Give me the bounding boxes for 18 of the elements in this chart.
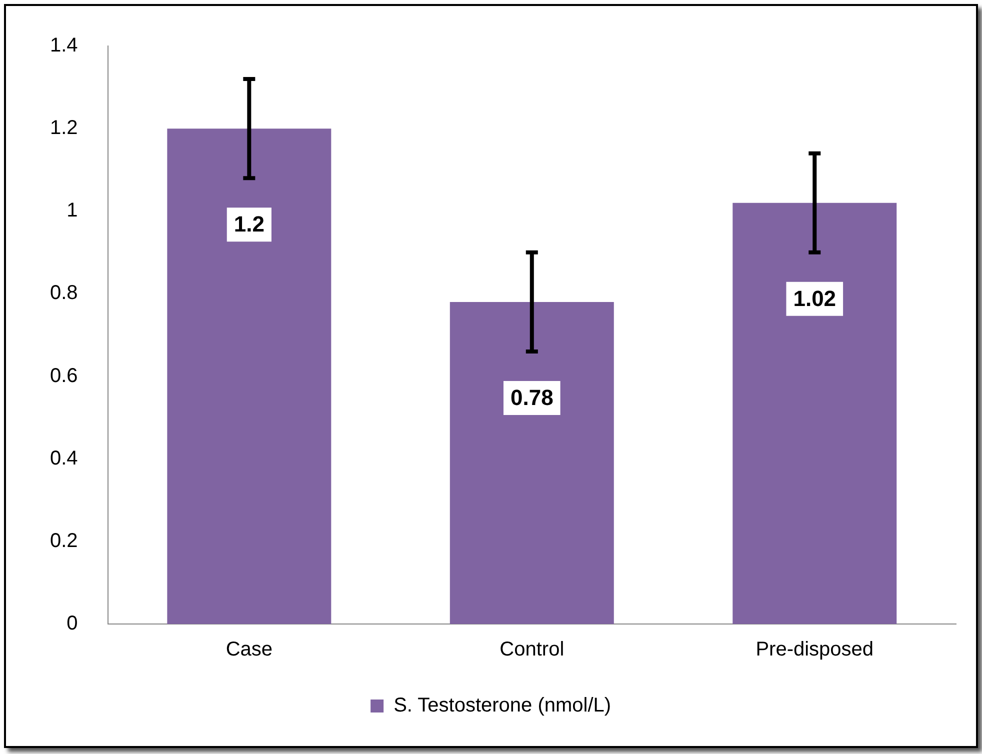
y-tick-label: 0.6 — [50, 364, 78, 387]
x-tick-label: Control — [500, 638, 564, 661]
bar — [450, 302, 614, 624]
x-tick-label: Pre-disposed — [756, 638, 874, 661]
legend-label: S. Testosterone (nmol/L) — [394, 694, 612, 717]
x-tick-label: Case — [226, 638, 273, 661]
y-tick-label: 1.2 — [50, 117, 78, 140]
y-tick-label: 0 — [66, 612, 78, 635]
data-label: 0.78 — [510, 385, 554, 410]
y-tick-label: 1.4 — [50, 34, 78, 57]
data-label: 1.02 — [793, 286, 836, 311]
data-label: 1.2 — [234, 212, 264, 237]
bar — [167, 128, 332, 624]
bar — [732, 202, 897, 624]
y-tick-label: 0.4 — [50, 447, 78, 470]
y-tick-label: 1 — [66, 200, 78, 222]
y-tick-label: 0.2 — [50, 530, 78, 552]
y-tick-label: 0.8 — [50, 282, 78, 304]
